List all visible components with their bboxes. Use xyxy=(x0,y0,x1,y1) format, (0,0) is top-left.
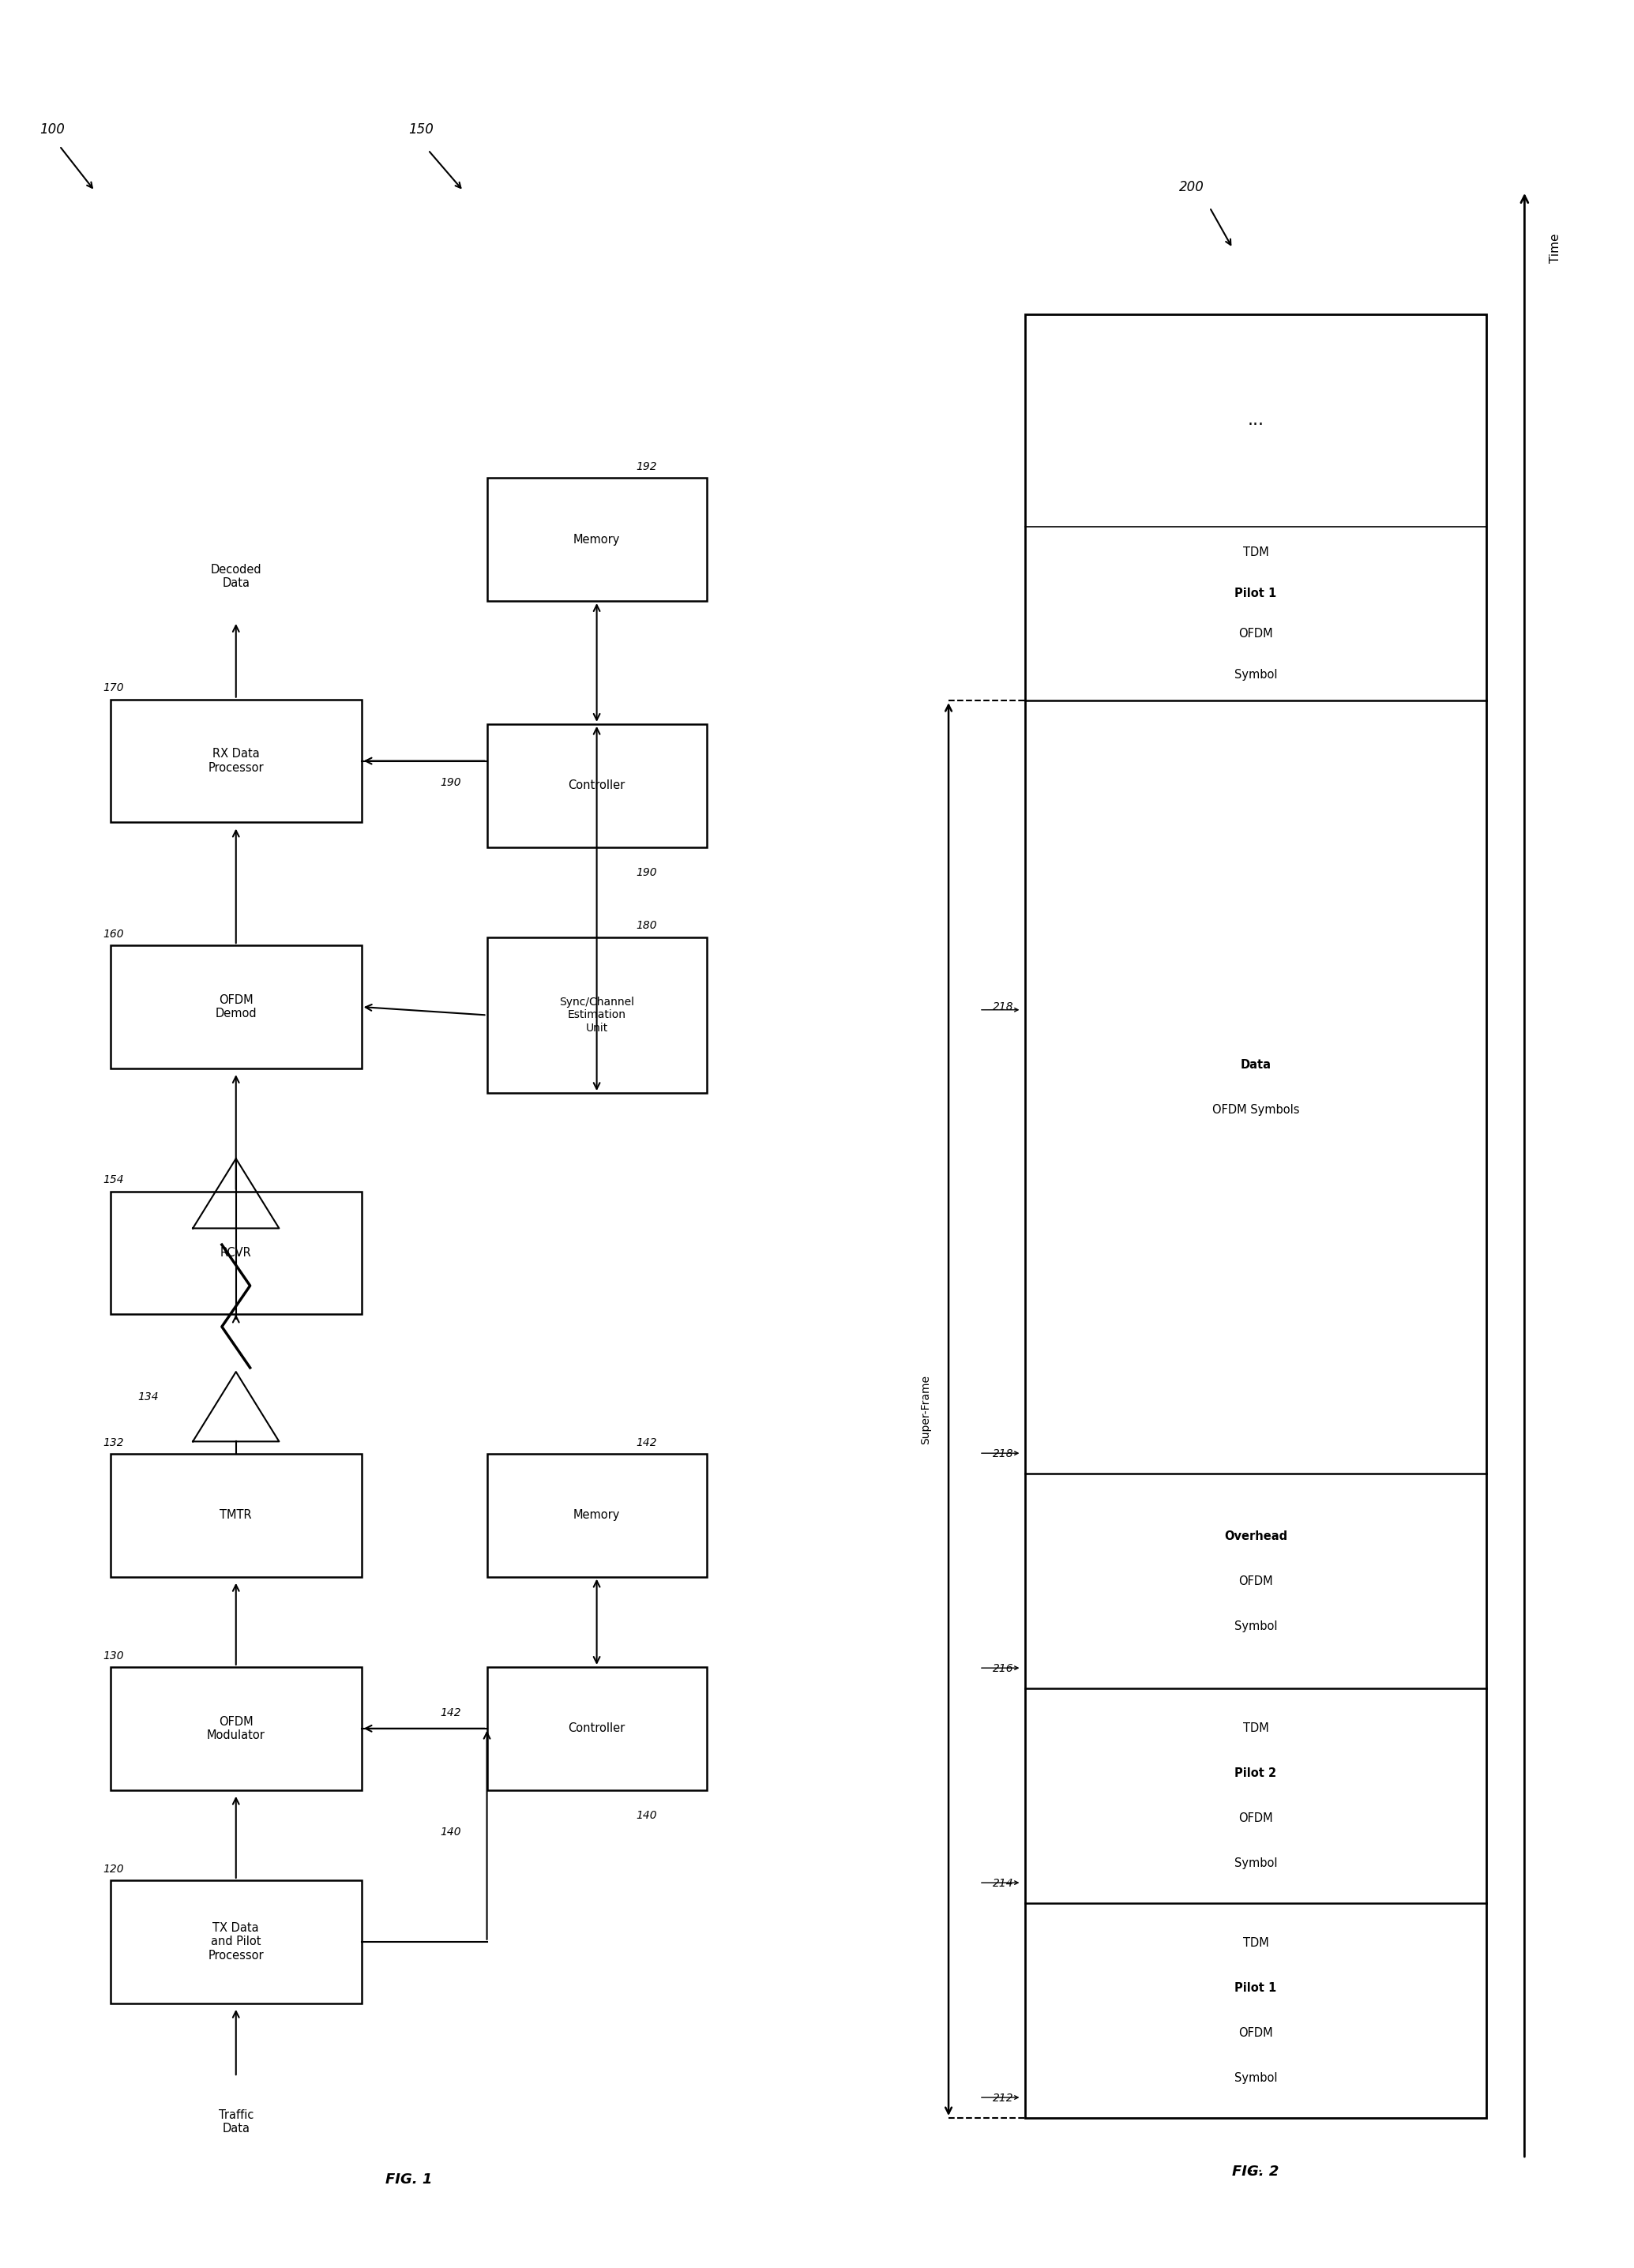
Text: 130: 130 xyxy=(103,1651,124,1660)
Text: RX Data: RX Data xyxy=(212,748,260,760)
Text: 214: 214 xyxy=(993,1878,1013,1889)
Text: 120: 120 xyxy=(103,1864,124,1873)
Text: 190: 190 xyxy=(636,866,657,878)
Text: Modulator: Modulator xyxy=(208,1730,265,1742)
Text: 150: 150 xyxy=(408,122,433,136)
Text: Processor: Processor xyxy=(208,762,263,773)
Text: Estimation: Estimation xyxy=(567,1009,626,1021)
Text: OFDM: OFDM xyxy=(219,993,253,1007)
Text: Symbol: Symbol xyxy=(1234,1619,1278,1633)
Text: 216: 216 xyxy=(993,1662,1013,1674)
Bar xyxy=(111,1191,361,1315)
Text: Controller: Controller xyxy=(569,780,626,792)
Bar xyxy=(111,946,361,1068)
Bar xyxy=(487,479,706,601)
Text: Symbol: Symbol xyxy=(1234,669,1278,680)
Text: Overhead: Overhead xyxy=(1224,1531,1288,1542)
Text: 152: 152 xyxy=(137,1195,158,1207)
Text: 160: 160 xyxy=(103,928,124,939)
Text: 170: 170 xyxy=(103,683,124,694)
Text: Pilot 2: Pilot 2 xyxy=(1235,1767,1276,1778)
Text: Unit: Unit xyxy=(585,1023,608,1034)
Text: ...: ... xyxy=(1247,413,1265,429)
Text: and Pilot: and Pilot xyxy=(211,1937,261,1948)
Text: 100: 100 xyxy=(39,122,65,136)
Text: OFDM: OFDM xyxy=(1239,1576,1273,1588)
Text: 154: 154 xyxy=(103,1175,124,1186)
Text: 200: 200 xyxy=(1180,179,1204,195)
Text: FIG. 1: FIG. 1 xyxy=(386,2173,431,2186)
Text: OFDM: OFDM xyxy=(1239,1812,1273,1823)
Text: 142: 142 xyxy=(636,1438,657,1447)
Bar xyxy=(487,937,706,1093)
Text: Data: Data xyxy=(1240,1059,1271,1070)
Text: 132: 132 xyxy=(103,1438,124,1447)
Text: 180: 180 xyxy=(636,921,657,932)
Text: Symbol: Symbol xyxy=(1234,1857,1278,1869)
Text: Demod: Demod xyxy=(216,1007,257,1021)
Text: TDM: TDM xyxy=(1243,547,1268,558)
Text: Controller: Controller xyxy=(569,1724,626,1735)
Text: TX Data: TX Data xyxy=(212,1921,260,1935)
Text: 190: 190 xyxy=(440,778,461,787)
Text: FIG. 2: FIG. 2 xyxy=(1232,2164,1279,2180)
Text: Memory: Memory xyxy=(574,533,621,544)
Text: Processor: Processor xyxy=(208,1950,263,1962)
Bar xyxy=(111,699,361,823)
Bar xyxy=(111,1454,361,1576)
Text: 192: 192 xyxy=(636,460,657,472)
Text: Memory: Memory xyxy=(574,1510,621,1522)
Text: 212: 212 xyxy=(993,2093,1013,2105)
Text: 140: 140 xyxy=(440,1826,461,1837)
Text: 218: 218 xyxy=(993,1449,1013,1461)
Text: 140: 140 xyxy=(636,1810,657,1821)
Text: Symbol: Symbol xyxy=(1234,2073,1278,2084)
Text: TMTR: TMTR xyxy=(221,1510,252,1522)
Text: ...: ... xyxy=(1248,2159,1263,2175)
Text: Traffic
Data: Traffic Data xyxy=(219,2109,253,2134)
Text: RCVR: RCVR xyxy=(221,1247,252,1259)
Text: Pilot 1: Pilot 1 xyxy=(1235,587,1276,599)
Bar xyxy=(487,1667,706,1789)
Text: Super-Frame: Super-Frame xyxy=(920,1374,931,1445)
Text: 134: 134 xyxy=(137,1393,158,1404)
Text: OFDM: OFDM xyxy=(1239,628,1273,640)
Text: TDM: TDM xyxy=(1243,1721,1268,1735)
Text: Decoded
Data: Decoded Data xyxy=(211,565,261,590)
Bar xyxy=(487,723,706,846)
Text: Pilot 1: Pilot 1 xyxy=(1235,1982,1276,1994)
Bar xyxy=(1026,313,1487,2118)
Text: 142: 142 xyxy=(440,1708,461,1719)
Text: OFDM: OFDM xyxy=(1239,2028,1273,2039)
Text: OFDM Symbols: OFDM Symbols xyxy=(1212,1105,1299,1116)
Bar xyxy=(487,1454,706,1576)
Text: Sync/Channel: Sync/Channel xyxy=(559,996,634,1007)
Bar xyxy=(111,1667,361,1789)
Bar xyxy=(111,1880,361,2003)
Text: Time: Time xyxy=(1549,234,1560,263)
Text: TDM: TDM xyxy=(1243,1937,1268,1948)
Text: OFDM: OFDM xyxy=(219,1715,253,1728)
Text: 218: 218 xyxy=(993,1000,1013,1012)
